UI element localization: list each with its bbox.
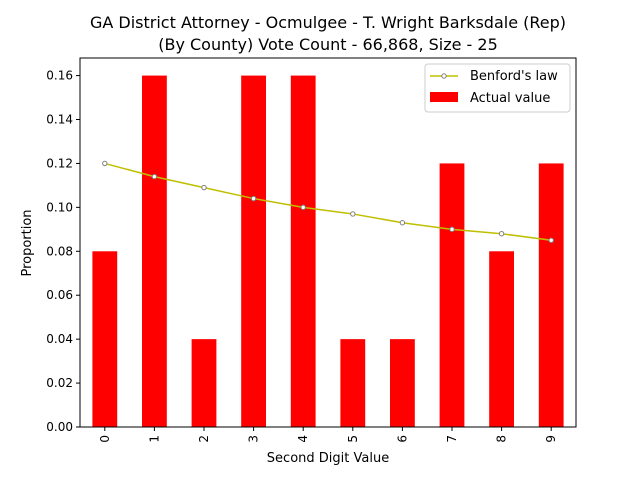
y-tick-label: 0.02 bbox=[46, 376, 73, 390]
x-tick-label: 6 bbox=[395, 435, 409, 443]
bars-group bbox=[92, 75, 564, 428]
bar-7 bbox=[439, 163, 465, 427]
x-tick-label: 8 bbox=[495, 435, 509, 443]
y-tick-label: 0.06 bbox=[46, 288, 73, 302]
benford-point-6 bbox=[399, 220, 406, 226]
y-axis-label: Proportion bbox=[20, 209, 35, 276]
benford-point-3 bbox=[250, 195, 257, 202]
bar-3 bbox=[241, 75, 266, 428]
x-tick-label: 7 bbox=[445, 435, 459, 443]
y-tick-label: 0.16 bbox=[46, 69, 73, 83]
y-axis: 0.00 0.02 0.04 0.06 0.08 0.10 0.12 0.14 0.16 bbox=[46, 69, 80, 434]
benford-line bbox=[104, 162, 552, 242]
x-tick-label: 2 bbox=[197, 435, 211, 443]
chart-title-line1: GA District Attorney - Ocmulgee - T. Wri… bbox=[90, 13, 566, 32]
y-tick-label: 0.10 bbox=[46, 200, 73, 214]
benford-line-group bbox=[102, 160, 554, 244]
chart-title-line2: (By County) Vote Count - 66,868, Size - … bbox=[158, 35, 498, 54]
legend-benford-label: Benford's law bbox=[470, 69, 558, 84]
legend-actual-label: Actual value bbox=[470, 91, 550, 106]
bar-9 bbox=[538, 163, 564, 427]
bar-5 bbox=[340, 339, 366, 427]
y-tick-label: 0.04 bbox=[46, 332, 73, 346]
legend-box bbox=[424, 63, 571, 113]
x-tick-label: 4 bbox=[296, 435, 310, 443]
y-tick-label: 0.14 bbox=[46, 113, 73, 127]
benford-point-7 bbox=[449, 226, 455, 233]
benford-point-4 bbox=[300, 204, 306, 211]
legend: Benford's law Actual value bbox=[424, 63, 571, 113]
benford-point-1 bbox=[151, 173, 158, 180]
x-tick-label: 3 bbox=[247, 435, 261, 443]
benford-point-8 bbox=[498, 231, 505, 237]
benford-point-0 bbox=[102, 160, 108, 167]
legend-actual-swatch bbox=[430, 92, 458, 102]
bar-1 bbox=[142, 75, 167, 428]
y-tick-label: 0.00 bbox=[46, 420, 73, 434]
x-tick-label: 5 bbox=[346, 435, 360, 443]
x-axis: 0 1 2 3 4 5 6 7 8 9 bbox=[98, 427, 558, 443]
benford-point-2 bbox=[201, 184, 207, 191]
x-axis-label: Second Digit Value bbox=[267, 451, 389, 466]
legend-benford-marker bbox=[441, 73, 447, 79]
bar-6 bbox=[390, 339, 415, 427]
bar-2 bbox=[191, 339, 217, 427]
y-tick-label: 0.12 bbox=[46, 156, 73, 170]
x-tick-label: 9 bbox=[544, 435, 558, 443]
bar-4 bbox=[290, 75, 316, 428]
x-tick-label: 0 bbox=[98, 435, 112, 443]
plot-frame bbox=[79, 57, 577, 428]
x-tick-label: 1 bbox=[147, 435, 161, 443]
bar-0 bbox=[92, 251, 118, 427]
bar-8 bbox=[489, 251, 514, 427]
y-tick-label: 0.08 bbox=[46, 244, 73, 258]
benford-point-9 bbox=[548, 237, 554, 244]
benford-point-5 bbox=[350, 211, 356, 217]
